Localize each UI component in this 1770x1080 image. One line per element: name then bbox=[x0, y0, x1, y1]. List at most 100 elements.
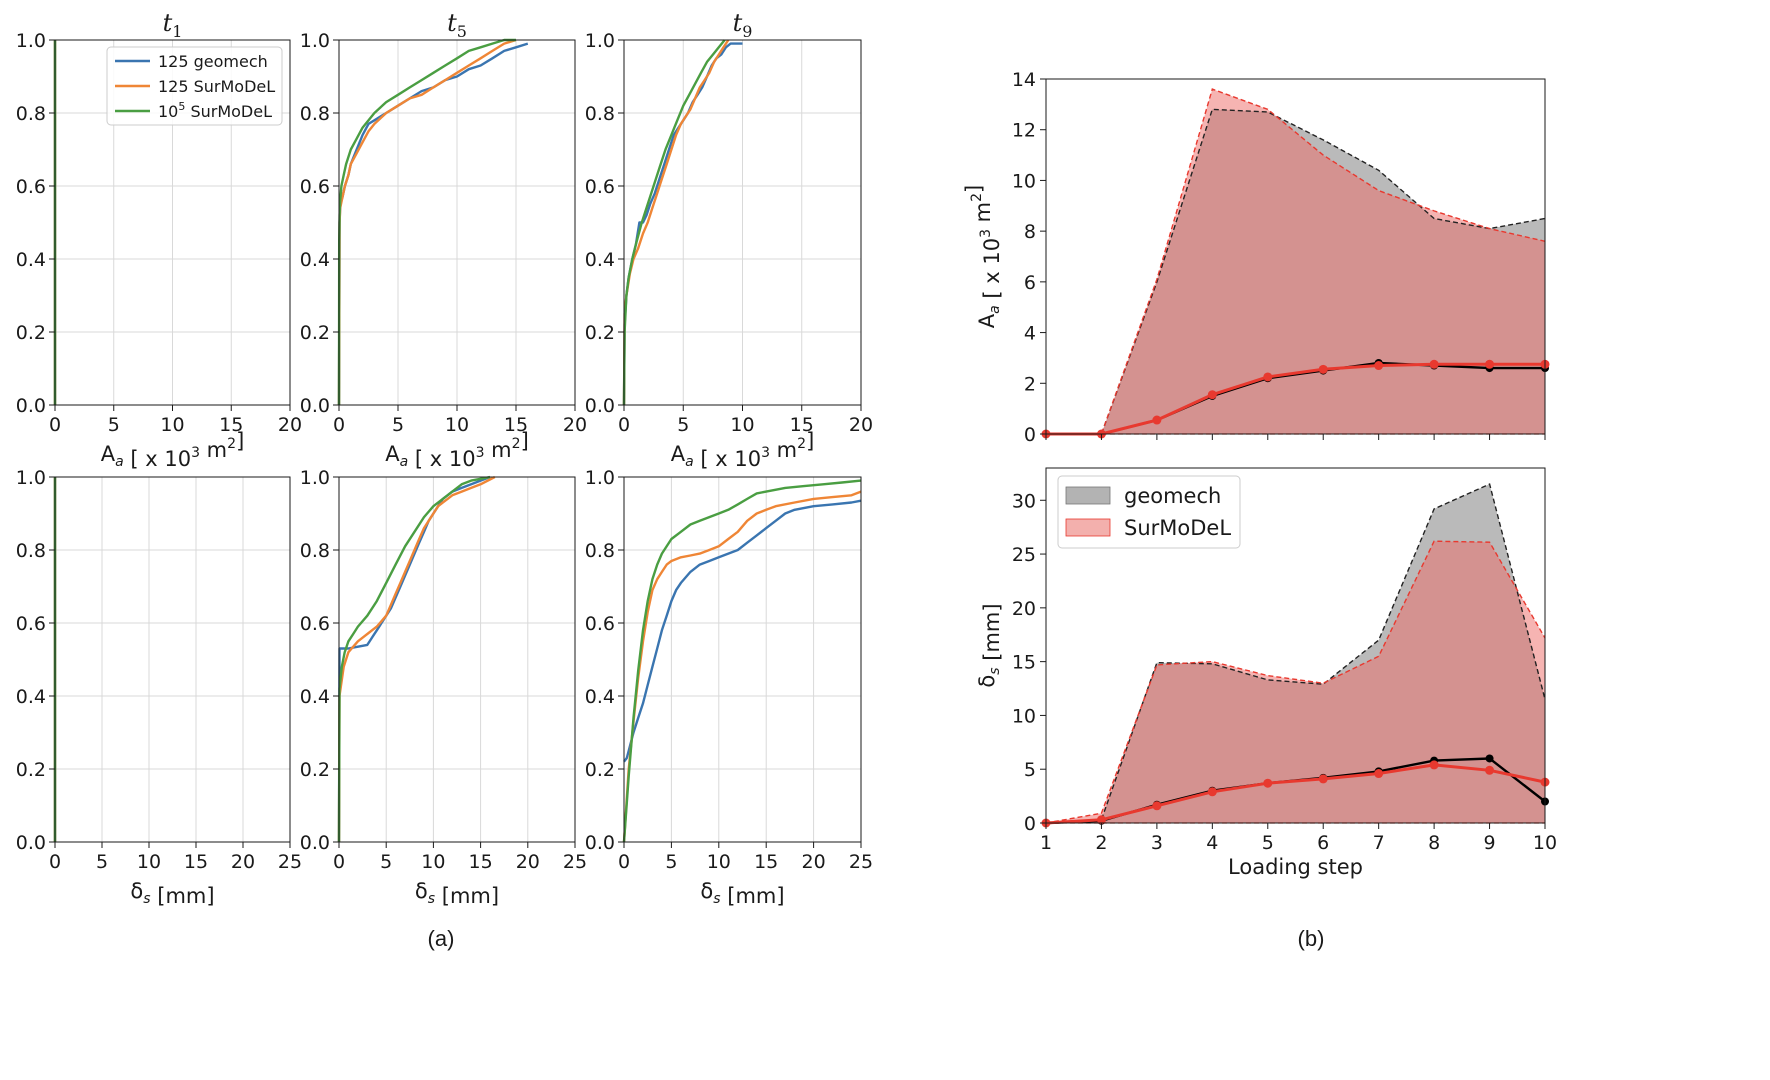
area-panel-2: 1 2 3 4 5 6 7 8 9 10 0 5 10 15 20 25 30 Loading step δs [m… bbox=[975, 467, 1557, 879]
series-line-1 bbox=[337, 42, 529, 406]
x-tick-label: 7 bbox=[1373, 832, 1385, 854]
surmodel-mean-point bbox=[1152, 415, 1162, 425]
surmodel-mean-line bbox=[1046, 362, 1545, 436]
y-tick-label: 0.6 bbox=[585, 613, 615, 635]
y-tick-label: 0.6 bbox=[300, 176, 330, 198]
x-tick-label: 5 bbox=[96, 851, 108, 873]
y-tick-label: 0.0 bbox=[16, 395, 46, 417]
surmodel-mean-point bbox=[1207, 390, 1217, 400]
y-tick-label: 0.2 bbox=[300, 759, 330, 781]
legend: 125 geomech 125 SurMoDeL 105 SurMoDeL bbox=[106, 46, 283, 126]
surmodel-mean-point bbox=[1485, 359, 1495, 369]
plot-frame bbox=[54, 476, 291, 843]
x-tick-label: 15 bbox=[184, 851, 208, 873]
surmodel-mean-point bbox=[1096, 815, 1106, 825]
surmodel-mean-line bbox=[1045, 763, 1546, 825]
y-tick-label: 10 bbox=[1012, 170, 1036, 192]
x-axis-label: Aa [ x 103 m2] bbox=[671, 429, 815, 471]
y-tick-label: 0.6 bbox=[585, 176, 615, 198]
surmodel-area bbox=[1046, 89, 1545, 434]
y-tick-label: 0.2 bbox=[300, 322, 330, 344]
x-tick-label: 5 bbox=[392, 414, 404, 436]
x-tick-label: 20 bbox=[563, 414, 587, 436]
geomech-max-line bbox=[1045, 483, 1546, 824]
x-tick-label: 5 bbox=[108, 414, 120, 436]
plot-frame bbox=[1045, 78, 1546, 435]
legend-box bbox=[106, 46, 283, 126]
x-tick-label: 10 bbox=[445, 414, 469, 436]
y-tick-label: 0.8 bbox=[16, 540, 46, 562]
y-tick-label: 4 bbox=[1024, 323, 1036, 345]
plot-frame bbox=[1045, 467, 1546, 824]
cdf-panel-1: 0 5 10 15 20 0.0 0.2 0.4 0.6 0.8 1.0 Aa [ x 103 m2]… bbox=[16, 9, 302, 471]
x-axis-label: δs [mm] bbox=[415, 879, 499, 908]
x-tick-label: 15 bbox=[504, 414, 528, 436]
y-tick-label: 0.4 bbox=[300, 686, 330, 708]
x-tick-label: 25 bbox=[278, 851, 302, 873]
area-panel-1: 0 2 4 6 8 10 12 14 Aa [ x 103 m2] bbox=[962, 69, 1550, 446]
x-tick-label: 5 bbox=[1262, 832, 1274, 854]
cdf-panel-4: 0 5 10 15 20 25 0.0 0.2 0.4 0.6 0.8 1.0 δs [mm] bbox=[16, 467, 302, 908]
surmodel-mean-point bbox=[1207, 787, 1217, 797]
x-tick-label: 20 bbox=[278, 414, 302, 436]
surmodel-mean-point bbox=[1429, 359, 1439, 369]
y-tick-label: 6 bbox=[1024, 272, 1036, 294]
series-line-2 bbox=[337, 38, 517, 406]
x-tick-label: 15 bbox=[469, 851, 493, 873]
y-tick-label: 0.2 bbox=[16, 759, 46, 781]
legend-label: 125 SurMoDeL bbox=[158, 77, 275, 96]
y-tick-label: 0.2 bbox=[585, 322, 615, 344]
surmodel-mean-point bbox=[1318, 364, 1328, 374]
x-tick-label: 9 bbox=[1484, 832, 1496, 854]
surmodel-mean-point bbox=[1374, 361, 1384, 371]
y-tick-label: 0.0 bbox=[585, 832, 615, 854]
x-tick-label: 10 bbox=[137, 851, 161, 873]
panel-title: t1 bbox=[163, 9, 183, 41]
surmodel-mean-point bbox=[1263, 778, 1273, 788]
x-axis-label: Aa [ x 103 m2] bbox=[101, 429, 245, 471]
x-axis-label: Loading step bbox=[1228, 855, 1363, 879]
x-tick-label: 5 bbox=[665, 851, 677, 873]
x-tick-label: 5 bbox=[677, 414, 689, 436]
plot-frame bbox=[338, 476, 576, 843]
legend: geomech SurMoDeL bbox=[1057, 475, 1241, 549]
legend-label: 125 geomech bbox=[158, 52, 268, 71]
y-tick-label: 0.4 bbox=[16, 686, 46, 708]
y-tick-label: 8 bbox=[1024, 221, 1036, 243]
x-tick-label: 5 bbox=[380, 851, 392, 873]
surmodel-mean-point bbox=[1152, 801, 1162, 811]
caption-b: (b) bbox=[1298, 926, 1325, 951]
x-tick-label: 2 bbox=[1095, 832, 1107, 854]
legend-label: SurMoDeL bbox=[1124, 516, 1231, 540]
panel-title: t5 bbox=[447, 9, 467, 41]
x-tick-label: 0 bbox=[49, 414, 61, 436]
y-tick-label: 5 bbox=[1024, 759, 1036, 781]
caption-a: (a) bbox=[428, 926, 455, 951]
y-tick-label: 0.4 bbox=[585, 249, 615, 271]
cdf-panel-5: 0 5 10 15 20 25 0.0 0.2 0.4 0.6 0.8 1.0 δs [mm] bbox=[300, 467, 587, 908]
geomech-mean-point bbox=[1485, 754, 1494, 763]
surmodel-max-line bbox=[1045, 540, 1546, 824]
x-axis-label: Aa [ x 103 m2] bbox=[385, 429, 529, 471]
y-tick-label: 2 bbox=[1024, 373, 1036, 395]
x-tick-label: 10 bbox=[421, 851, 445, 873]
series-line-2 bbox=[337, 475, 496, 843]
y-tick-label: 0.0 bbox=[585, 395, 615, 417]
x-tick-label: 6 bbox=[1317, 832, 1329, 854]
x-tick-label: 4 bbox=[1206, 832, 1218, 854]
cdf-panel-6: 0 5 10 15 20 25 0.0 0.2 0.4 0.6 0.8 1.0 δs [mm] bbox=[585, 467, 873, 908]
x-tick-label: 20 bbox=[516, 851, 540, 873]
x-tick-label: 20 bbox=[849, 414, 873, 436]
y-tick-label: 0 bbox=[1024, 424, 1036, 446]
y-tick-label: 0 bbox=[1024, 813, 1036, 835]
y-tick-label: 0.0 bbox=[300, 832, 330, 854]
x-tick-label: 3 bbox=[1151, 832, 1163, 854]
surmodel-mean-point bbox=[1485, 765, 1495, 775]
x-tick-label: 10 bbox=[707, 851, 731, 873]
y-tick-label: 0.6 bbox=[16, 613, 46, 635]
x-tick-label: 0 bbox=[49, 851, 61, 873]
y-tick-label: 1.0 bbox=[16, 467, 46, 489]
y-axis-label: δs [mm] bbox=[975, 603, 1004, 687]
x-tick-label: 15 bbox=[219, 414, 243, 436]
cdf-panel-2: 0 5 10 15 20 0.0 0.2 0.4 0.6 0.8 1.0 Aa [ x 103 m2]… bbox=[300, 9, 587, 471]
